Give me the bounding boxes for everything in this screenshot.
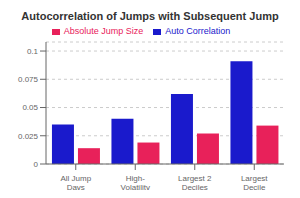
svg-text:0.075: 0.075 xyxy=(18,75,39,84)
svg-text:0.025: 0.025 xyxy=(18,132,39,141)
svg-text:Largest 2Deciles: Largest 2Deciles xyxy=(178,174,212,190)
html-text:Auto Correlation: Auto Correlation xyxy=(165,26,231,36)
svg-text:LargestDecile: LargestDecile xyxy=(241,174,268,190)
svg-text:0: 0 xyxy=(34,160,39,169)
svg-text:0.05: 0.05 xyxy=(22,103,38,112)
html-text:Absolute Jump Size: Absolute Jump Size xyxy=(63,26,144,36)
svg-text:0.1: 0.1 xyxy=(27,47,39,56)
svg-text:High-Volatility: High-Volatility xyxy=(121,174,150,190)
svg-text:All JumpDays: All JumpDays xyxy=(60,174,91,190)
html-text:Autocorrelation of Jumps with: Autocorrelation of Jumps with Subsequent… xyxy=(21,10,279,22)
